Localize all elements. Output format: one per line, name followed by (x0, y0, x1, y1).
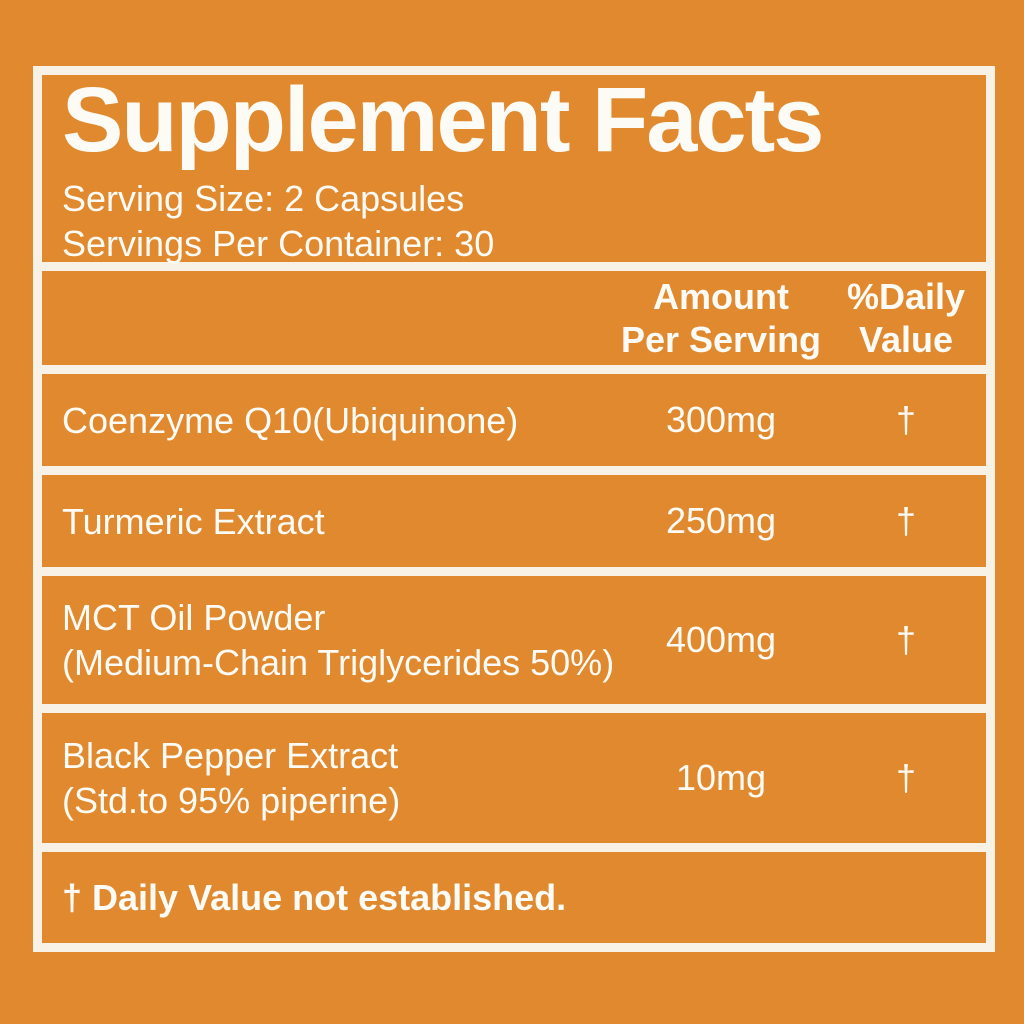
supplement-facts-panel: Supplement Facts Serving Size: 2 Capsule… (33, 66, 995, 952)
footnote: † Daily Value not established. (62, 876, 567, 918)
title-section: Supplement Facts Serving Size: 2 Capsule… (42, 69, 986, 264)
column-header-row: Amount Per Serving %Daily Value (42, 271, 986, 365)
ingredient-daily-value: † (895, 500, 917, 541)
ingredient-amount: 300mg (665, 399, 777, 440)
ingredient-name: Turmeric Extract (62, 500, 325, 542)
ingredient-row: Turmeric Extract 250mg † (42, 475, 986, 567)
serving-info: Serving Size: 2 Capsules Servings Per Co… (62, 176, 986, 266)
ingredient-amount: 400mg (665, 619, 777, 660)
column-header-amount: Amount Per Serving (620, 275, 822, 360)
ingredient-amount: 10mg (675, 757, 767, 798)
column-header-daily-value: %Daily Value (846, 275, 966, 360)
ingredient-row: MCT Oil Powder (Medium-Chain Triglycerid… (42, 576, 986, 704)
ingredient-row: Black Pepper Extract (Std.to 95% piperin… (42, 713, 986, 843)
ingredient-name: Coenzyme Q10(Ubiquinone) (62, 399, 519, 441)
ingredient-amount: 250mg (665, 500, 777, 541)
servings-per-container: Servings Per Container: 30 (62, 223, 495, 265)
ingredient-name: Black Pepper Extract (Std.to 95% piperin… (62, 735, 401, 821)
ingredient-daily-value: † (895, 399, 917, 440)
ingredient-daily-value: † (895, 619, 917, 660)
ingredient-name: MCT Oil Powder (Medium-Chain Triglycerid… (62, 597, 615, 683)
serving-size: Serving Size: 2 Capsules (62, 178, 465, 220)
footnote-row: † Daily Value not established. (42, 852, 986, 943)
ingredient-daily-value: † (895, 757, 917, 798)
ingredient-row: Coenzyme Q10(Ubiquinone) 300mg † (42, 374, 986, 466)
panel-title: Supplement Facts (62, 69, 824, 171)
